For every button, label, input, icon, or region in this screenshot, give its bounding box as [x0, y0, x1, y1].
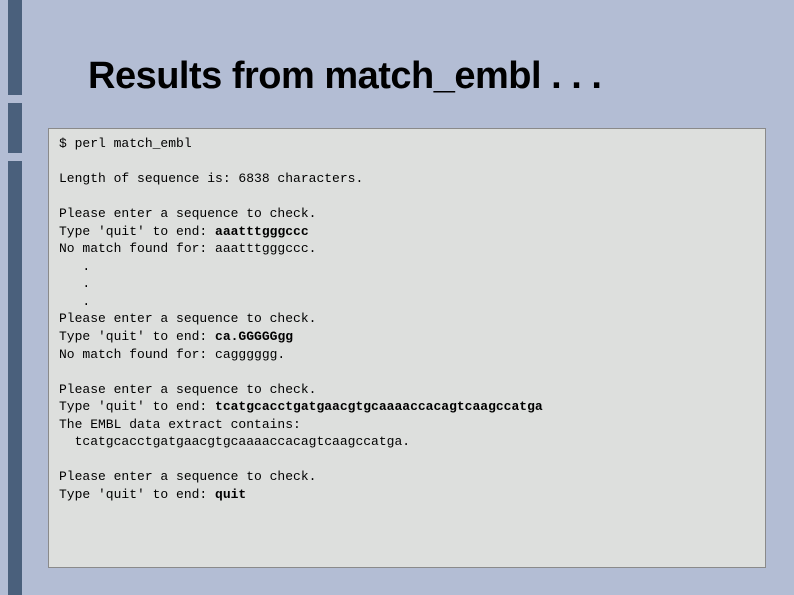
- term-line: .: [59, 276, 90, 291]
- term-line: Type 'quit' to end:: [59, 399, 215, 414]
- term-line: No match found for: cagggggg.: [59, 347, 285, 362]
- term-line: .: [59, 294, 90, 309]
- term-input-bold: ca.GGGGGgg: [215, 329, 293, 344]
- term-line: Please enter a sequence to check.: [59, 382, 316, 397]
- slide-left-bars: [0, 0, 30, 595]
- slide-title: Results from match_embl . . .: [88, 55, 601, 98]
- left-bar-segment: [8, 0, 22, 95]
- terminal-output: $ perl match_embl Length of sequence is:…: [48, 128, 766, 568]
- term-line: tcatgcacctgatgaacgtgcaaaaccacagtcaagccat…: [59, 434, 410, 449]
- term-line: Length of sequence is: 6838 characters.: [59, 171, 363, 186]
- left-bar-segment: [8, 161, 22, 595]
- term-input-bold: aaatttgggccc: [215, 224, 309, 239]
- term-line: .: [59, 259, 90, 274]
- term-line: Type 'quit' to end:: [59, 329, 215, 344]
- term-input-bold: tcatgcacctgatgaacgtgcaaaaccacagtcaagccat…: [215, 399, 543, 414]
- left-bar-segment: [8, 103, 22, 153]
- term-line: Please enter a sequence to check.: [59, 469, 316, 484]
- term-line: Type 'quit' to end:: [59, 487, 215, 502]
- term-line: $ perl match_embl: [59, 136, 192, 151]
- term-input-bold: quit: [215, 487, 246, 502]
- term-line: Please enter a sequence to check.: [59, 311, 316, 326]
- term-line: Please enter a sequence to check.: [59, 206, 316, 221]
- term-line: The EMBL data extract contains:: [59, 417, 301, 432]
- term-line: Type 'quit' to end:: [59, 224, 215, 239]
- term-line: No match found for: aaatttgggccc.: [59, 241, 316, 256]
